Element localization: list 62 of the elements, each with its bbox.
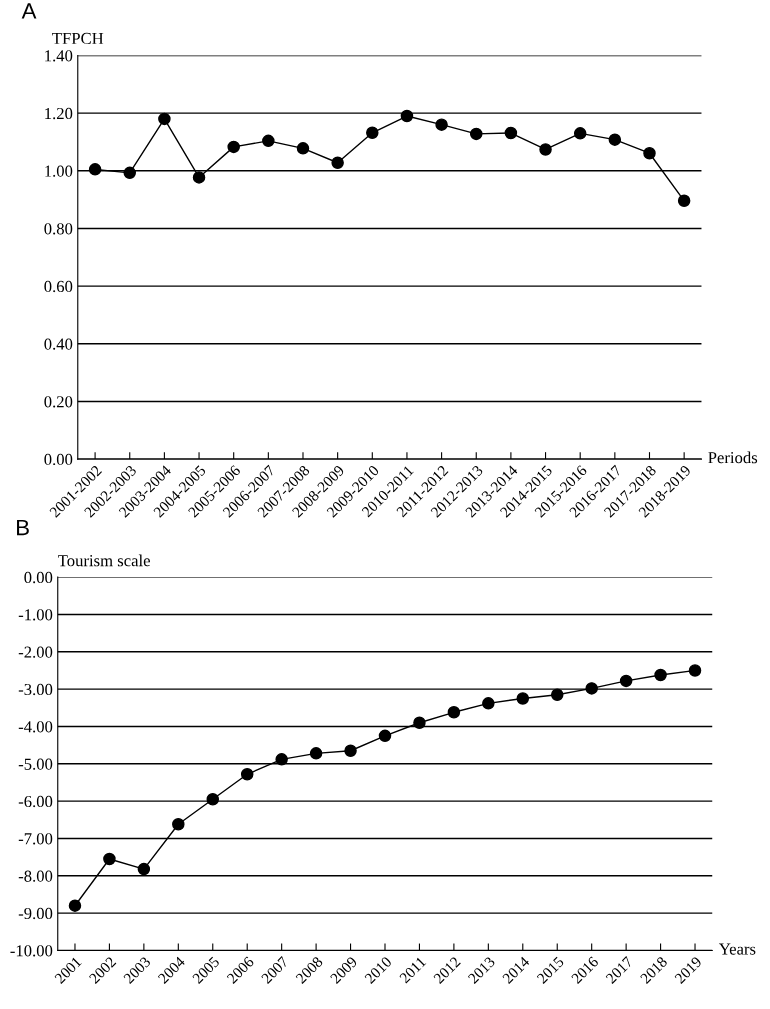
point bbox=[550, 688, 564, 701]
x-axis-title: Periods bbox=[708, 451, 758, 464]
text: B bbox=[17, 519, 29, 536]
point bbox=[573, 127, 587, 140]
point bbox=[585, 682, 598, 695]
y-tick-label: -5.00 bbox=[18, 758, 53, 770]
y-tick-label: 0.40 bbox=[44, 338, 73, 350]
point bbox=[516, 692, 530, 705]
y-tick-label: 0.60 bbox=[44, 280, 73, 293]
point bbox=[400, 109, 414, 123]
y-tick-label: 1.40 bbox=[45, 50, 73, 62]
y-tick-label: -2.00 bbox=[18, 646, 53, 658]
point bbox=[344, 744, 357, 757]
y-axis-title: Tourism scale bbox=[58, 554, 150, 567]
point bbox=[172, 818, 185, 831]
y-tick-label: -9.00 bbox=[18, 907, 53, 920]
y-tick-label: -6.00 bbox=[18, 795, 53, 808]
point bbox=[192, 171, 206, 184]
point bbox=[469, 127, 483, 141]
point bbox=[262, 134, 275, 148]
point bbox=[504, 126, 518, 140]
point bbox=[123, 166, 136, 180]
y-tick-label: 0.00 bbox=[44, 453, 73, 466]
point bbox=[677, 194, 691, 208]
y-tick-label: 0.80 bbox=[44, 223, 73, 235]
y-tick-label: -8.00 bbox=[18, 870, 53, 882]
point bbox=[137, 862, 151, 876]
y-tick-label: -10.00 bbox=[10, 945, 53, 957]
y-axis-title: TFPCH bbox=[52, 32, 104, 45]
point bbox=[435, 118, 448, 131]
point bbox=[447, 706, 461, 719]
point bbox=[482, 697, 495, 710]
point bbox=[366, 126, 379, 140]
point bbox=[275, 753, 288, 766]
x-axis-title: Years bbox=[718, 943, 756, 955]
y-tick-label: 1.20 bbox=[45, 107, 73, 120]
point bbox=[88, 163, 102, 176]
y-tick-label: 1.00 bbox=[45, 165, 73, 177]
point bbox=[619, 674, 633, 688]
point bbox=[158, 112, 171, 126]
y-tick-label: -4.00 bbox=[18, 721, 53, 733]
point bbox=[654, 668, 667, 682]
point bbox=[331, 156, 344, 169]
point bbox=[227, 140, 240, 154]
point bbox=[688, 664, 702, 677]
point bbox=[296, 142, 310, 155]
y-tick-label: 0.00 bbox=[24, 571, 53, 584]
y-tick-label: 0.20 bbox=[44, 396, 73, 408]
point bbox=[240, 768, 254, 781]
point bbox=[539, 143, 552, 156]
y-tick-label: -7.00 bbox=[18, 833, 53, 845]
point bbox=[413, 716, 426, 729]
point bbox=[643, 146, 656, 160]
point bbox=[103, 852, 116, 866]
text: A bbox=[21, 3, 37, 19]
y-tick-label: -1.00 bbox=[18, 609, 53, 621]
y-tick-label: -3.00 bbox=[18, 683, 53, 696]
point bbox=[206, 793, 220, 806]
point bbox=[378, 729, 392, 743]
point bbox=[309, 747, 323, 760]
point bbox=[608, 133, 622, 146]
point bbox=[68, 899, 82, 912]
